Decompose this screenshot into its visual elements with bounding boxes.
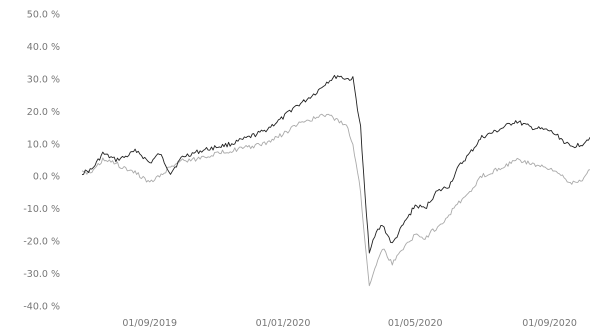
series-line-light [81, 113, 590, 287]
y-tick-label: 50.0 % [27, 10, 60, 21]
y-tick-label: -20.0 % [23, 237, 60, 248]
plot-area [81, 74, 590, 287]
y-tick-label: 0.0 % [33, 172, 60, 183]
y-tick-label: 20.0 % [27, 107, 60, 118]
x-axis: 01/09/2019 01/01/2020 01/05/2020 01/09/2020 [122, 318, 577, 329]
x-tick-label: 01/01/2020 [256, 318, 311, 329]
series-line-dark [81, 74, 590, 254]
y-tick-label: -40.0 % [23, 302, 60, 313]
y-tick-label: 10.0 % [27, 139, 60, 150]
y-tick-label: -10.0 % [23, 204, 60, 215]
x-tick-label: 01/09/2020 [522, 318, 577, 329]
x-tick-label: 01/09/2019 [122, 318, 177, 329]
y-tick-label: 40.0 % [27, 42, 60, 53]
y-tick-label: 30.0 % [27, 74, 60, 85]
y-axis: 50.0 % 40.0 % 30.0 % 20.0 % 10.0 % 0.0 % -10.0… [23, 10, 60, 313]
y-tick-label: -30.0 % [23, 269, 60, 280]
x-tick-label: 01/05/2020 [388, 318, 443, 329]
